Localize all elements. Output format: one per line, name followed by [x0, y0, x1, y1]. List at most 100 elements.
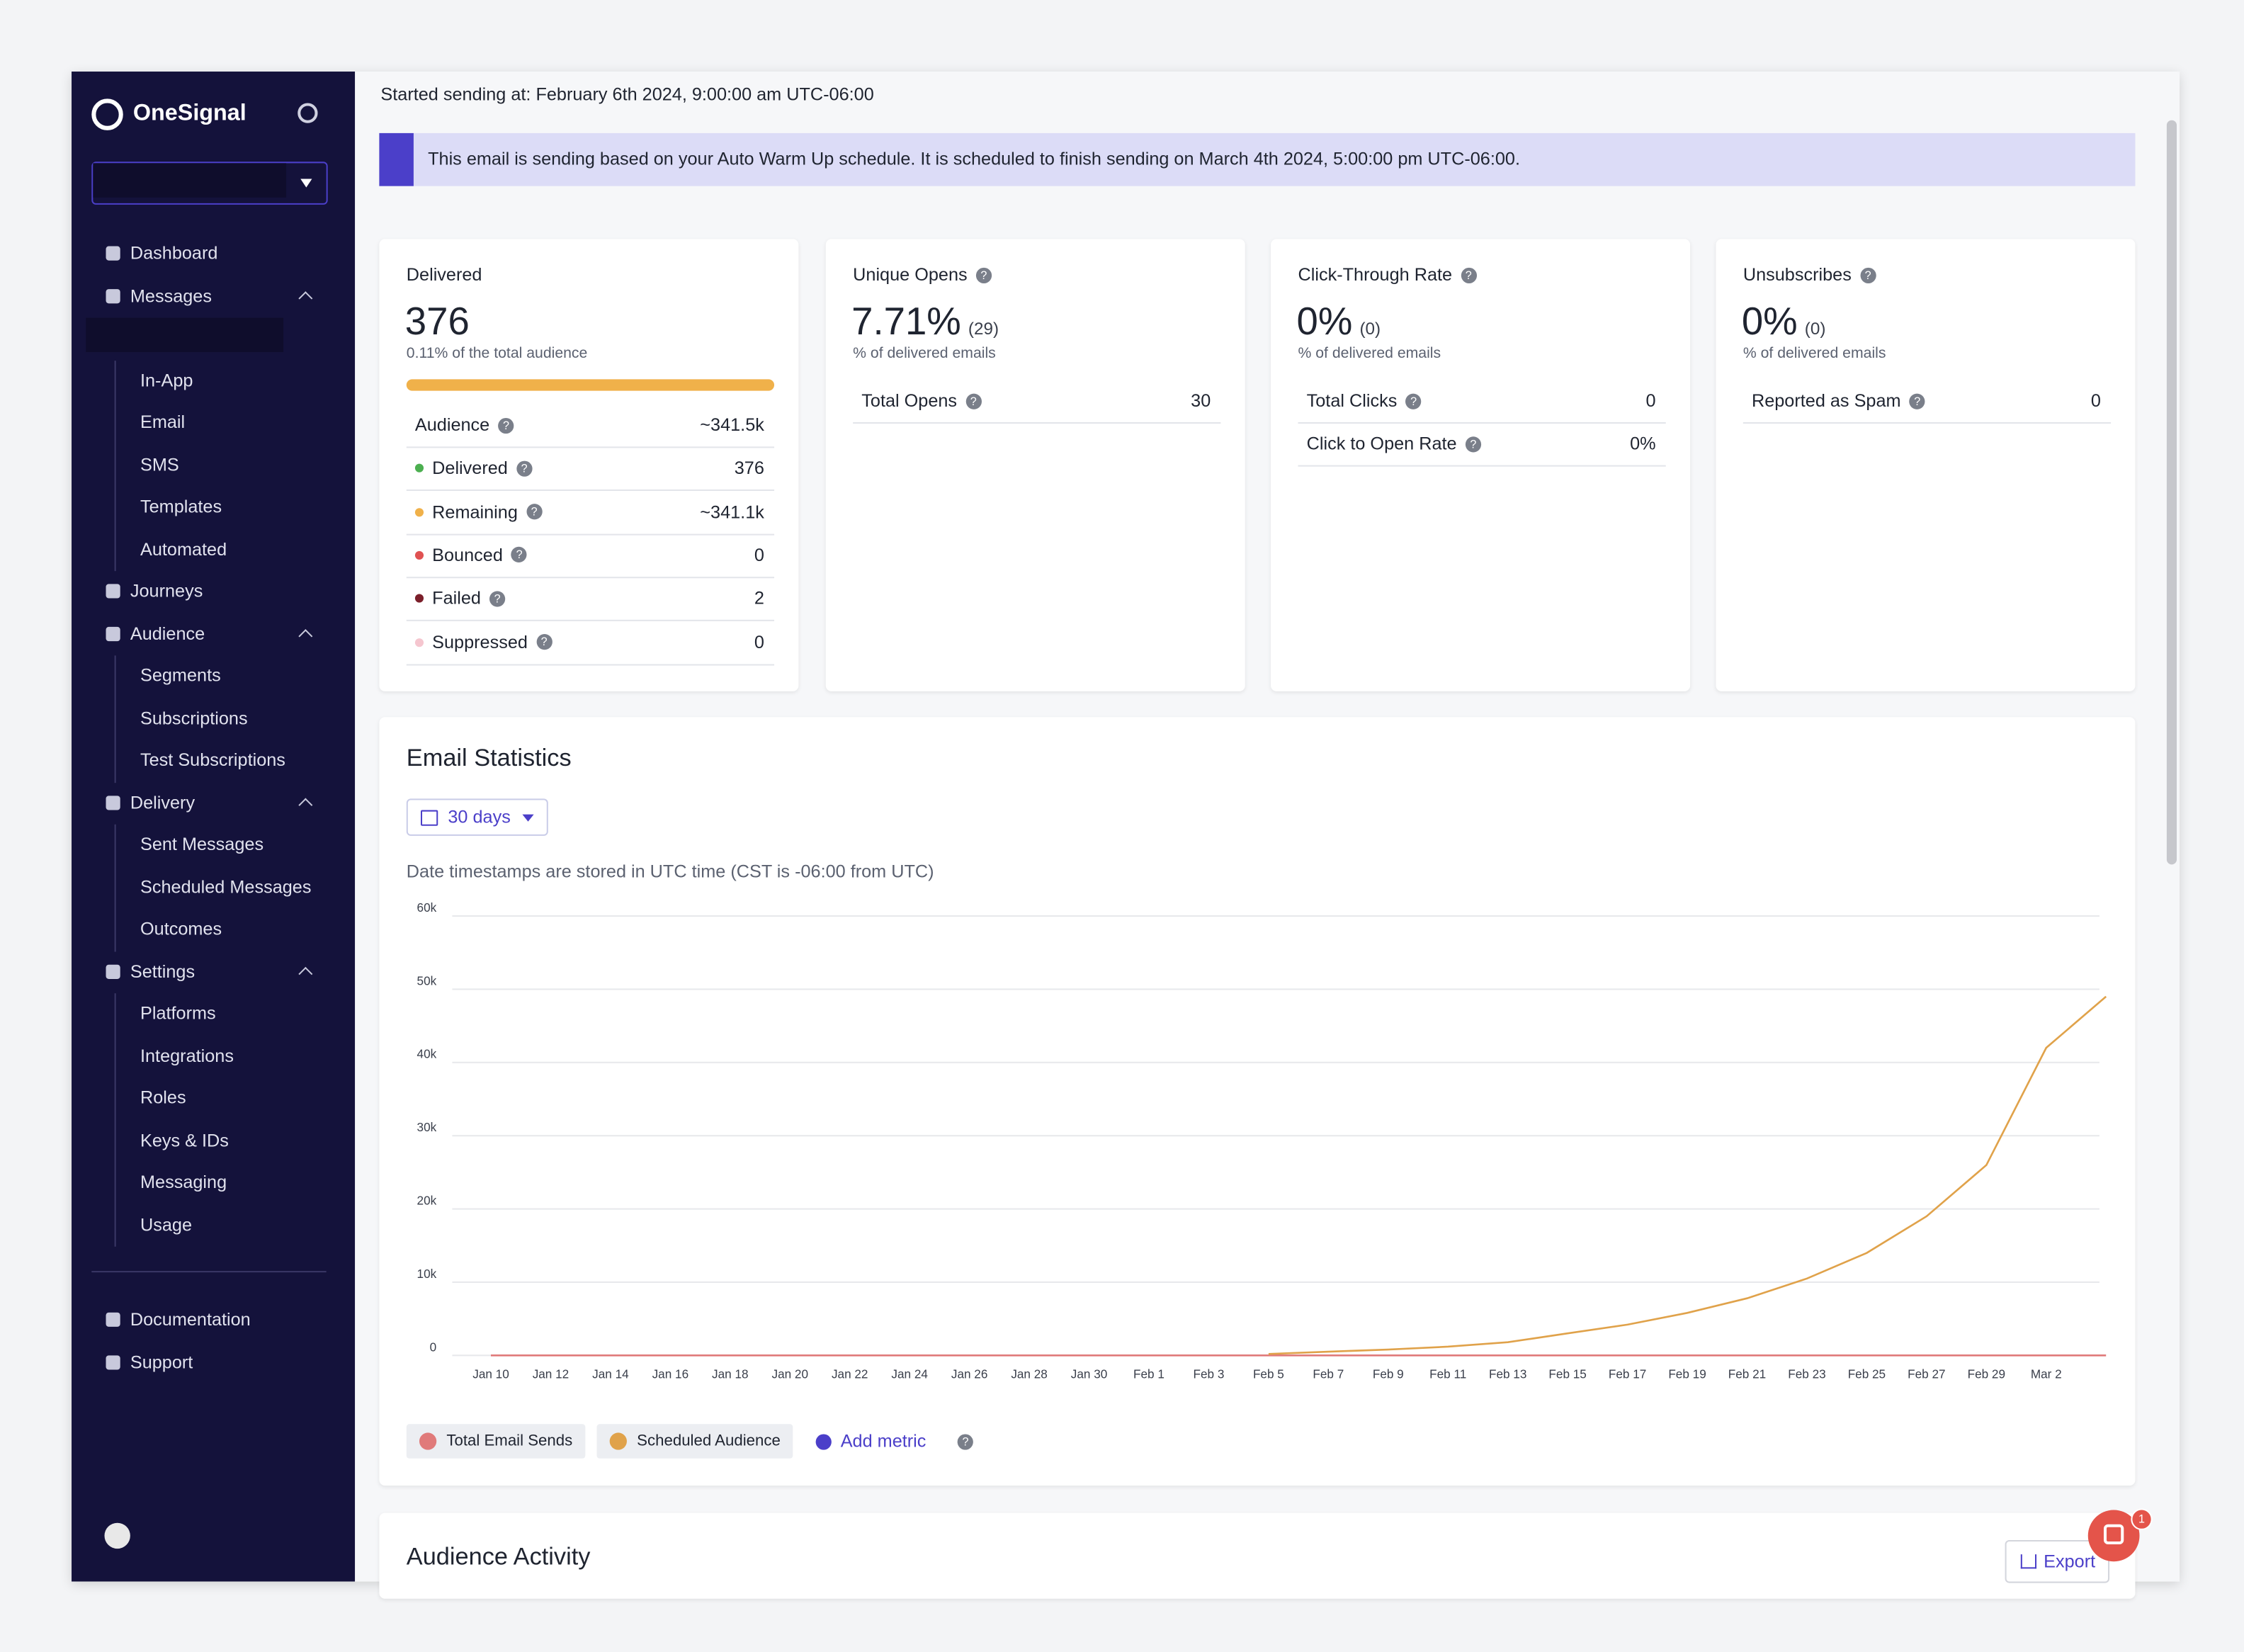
nav-subitem[interactable]: Keys & IDs: [140, 1130, 229, 1150]
footer-link[interactable]: Documentation: [130, 1309, 251, 1330]
help-icon: ?: [536, 634, 552, 650]
nav-subitem[interactable]: Roles: [140, 1087, 186, 1108]
plus-icon: [816, 1433, 832, 1449]
chat-button[interactable]: 1: [2087, 1508, 2153, 1562]
info-banner: This email is sending based on your Auto…: [379, 132, 2136, 186]
row-value: 30: [1191, 390, 1211, 411]
nav-subitem[interactable]: Subscriptions: [140, 708, 248, 728]
card-detail: (29): [968, 318, 999, 339]
brand: OneSignal: [132, 101, 246, 126]
card-value-row: 376: [405, 300, 470, 344]
card-title: Unsubscribes?: [1743, 265, 1876, 285]
card-title: Delivered: [407, 265, 482, 285]
timezone-note: Date timestamps are stored in UTC time (…: [406, 861, 934, 882]
row-label: Bounced?: [414, 545, 528, 565]
nav-item[interactable]: Dashboard: [130, 243, 218, 264]
legend-chip[interactable]: Total Email Sends: [406, 1424, 586, 1459]
card-title: Click-Through Rate?: [1298, 265, 1477, 285]
row-label: Click to Open Rate?: [1307, 434, 1481, 454]
row-label-text: Total Clicks: [1306, 390, 1398, 411]
legend-label: Total Email Sends: [446, 1432, 573, 1450]
redacted-item: [86, 317, 284, 353]
export-button[interactable]: Export: [2005, 1539, 2110, 1583]
nav-subitem[interactable]: Integrations: [140, 1045, 234, 1066]
nav-item[interactable]: Delivery: [130, 792, 196, 813]
card-value: 7.71%: [851, 300, 961, 343]
row-label-text: Click to Open Rate: [1306, 434, 1457, 455]
progress-bar: [406, 379, 775, 391]
info-icon: [379, 132, 414, 186]
nav-subitem[interactable]: Scheduled Messages: [140, 876, 312, 897]
nav-subitem[interactable]: Automated: [140, 538, 227, 559]
row-label-text: Remaining: [432, 502, 518, 522]
card-caption: % of delivered emails: [1742, 344, 1886, 363]
chevron: [298, 628, 313, 643]
stat-card: Unique Opens? 7.71% (29) % of delivered ema…: [825, 239, 1245, 691]
row-value: 376: [734, 458, 764, 479]
nav-subitem[interactable]: Usage: [140, 1214, 193, 1235]
help-icon: ?: [489, 590, 506, 607]
nav-item[interactable]: Audience: [130, 623, 205, 644]
legend-chip[interactable]: Scheduled Audience: [596, 1424, 794, 1459]
section-title: Email Statistics: [406, 744, 572, 771]
chevron: [298, 966, 313, 980]
nav-item[interactable]: Journeys: [130, 581, 203, 601]
row-value: ~341.5k: [700, 414, 764, 436]
row-label-text: Delivered: [432, 458, 508, 479]
help-icon: ?: [1465, 436, 1481, 453]
range-dropdown[interactable]: 30 days: [406, 798, 548, 836]
card-value: 0%: [1741, 300, 1798, 343]
nav-item[interactable]: Settings: [130, 961, 196, 981]
nav-subitem[interactable]: Outcomes: [140, 919, 222, 939]
row-value: 2: [754, 588, 764, 609]
row-value: 0: [1645, 390, 1656, 411]
legend: Total Email Sends Scheduled Audience Add m…: [406, 1424, 974, 1459]
nav-subitem[interactable]: Sent Messages: [140, 834, 264, 855]
nav-subitem[interactable]: Templates: [140, 497, 222, 517]
nav-subitem[interactable]: Platforms: [140, 1003, 216, 1024]
nav-icon: [106, 626, 120, 641]
chevron: [298, 290, 313, 305]
nav-subitem[interactable]: SMS: [140, 454, 179, 475]
row-label: Reported as Spam?: [1752, 391, 1925, 411]
nav-icon: [106, 795, 120, 810]
banner-text: This email is sending based on your Auto…: [428, 149, 1520, 169]
row-label-text: Suppressed: [432, 632, 528, 652]
nav-item[interactable]: Messages: [130, 285, 212, 306]
row-value: ~341.1k: [700, 502, 764, 522]
avatar[interactable]: [104, 1522, 130, 1549]
nav-icon: [106, 288, 120, 303]
card-title-text: Delivered: [406, 264, 482, 285]
row-value: 0: [754, 545, 764, 565]
footer-link[interactable]: Support: [130, 1352, 193, 1373]
card-value: 376: [404, 300, 470, 343]
card-caption: % of delivered emails: [1298, 344, 1441, 363]
nav-subitem[interactable]: In-App: [140, 370, 193, 390]
card-title-text: Unsubscribes: [1742, 264, 1852, 285]
add-metric[interactable]: Add metric: [816, 1431, 926, 1452]
row-value: 0%: [1630, 434, 1656, 455]
row-divider: [406, 490, 775, 492]
status-dot: [414, 507, 424, 516]
nav-subitem[interactable]: Segments: [140, 665, 221, 686]
audience-activity-card: Audience Activity Export: [379, 1512, 2136, 1599]
range-label: 30 days: [448, 807, 511, 827]
sidebar: OneSignal Dashboard Messages In-App Email SM…: [72, 72, 356, 1582]
nav-icon: [106, 1312, 120, 1327]
nav-subitem[interactable]: Messaging: [140, 1172, 227, 1192]
help-icon: ?: [975, 266, 992, 283]
nav-icon: [106, 963, 120, 978]
stat-card: Delivered 376 0.11% of the total audience A…: [379, 239, 799, 691]
nav-guide: [114, 993, 116, 1247]
search-icon[interactable]: [298, 103, 318, 123]
nav-subitem[interactable]: Test Subscriptions: [140, 749, 285, 770]
nav-subitem[interactable]: Email: [140, 412, 186, 433]
stat-card: Unsubscribes? 0% (0) % of delivered emails R…: [1716, 239, 2136, 691]
row-label: Total Clicks?: [1307, 391, 1422, 411]
app-selector[interactable]: [91, 162, 328, 205]
add-metric-label: Add metric: [840, 1431, 926, 1452]
row-value: 0: [754, 632, 764, 652]
row-divider: [406, 533, 775, 535]
row-divider: [853, 422, 1221, 424]
